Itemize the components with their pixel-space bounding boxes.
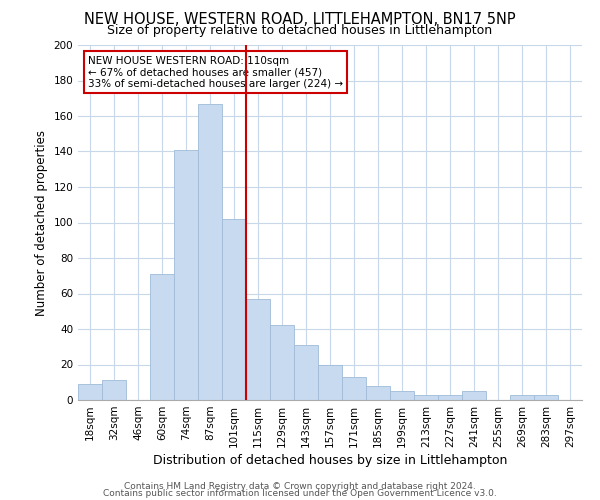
Bar: [78, 384, 102, 400]
X-axis label: Distribution of detached houses by size in Littlehampton: Distribution of detached houses by size …: [153, 454, 507, 467]
Bar: [150, 274, 174, 400]
Bar: [342, 377, 366, 400]
Bar: [534, 394, 558, 400]
Text: Contains HM Land Registry data © Crown copyright and database right 2024.: Contains HM Land Registry data © Crown c…: [124, 482, 476, 491]
Bar: [414, 394, 438, 400]
Bar: [198, 104, 222, 400]
Bar: [438, 394, 462, 400]
Text: NEW HOUSE, WESTERN ROAD, LITTLEHAMPTON, BN17 5NP: NEW HOUSE, WESTERN ROAD, LITTLEHAMPTON, …: [84, 12, 516, 26]
Text: NEW HOUSE WESTERN ROAD: 110sqm
← 67% of detached houses are smaller (457)
33% of: NEW HOUSE WESTERN ROAD: 110sqm ← 67% of …: [88, 56, 343, 89]
Bar: [270, 326, 294, 400]
Bar: [390, 391, 414, 400]
Y-axis label: Number of detached properties: Number of detached properties: [35, 130, 48, 316]
Bar: [174, 150, 198, 400]
Bar: [510, 394, 534, 400]
Bar: [102, 380, 126, 400]
Bar: [462, 391, 486, 400]
Bar: [294, 345, 318, 400]
Text: Size of property relative to detached houses in Littlehampton: Size of property relative to detached ho…: [107, 24, 493, 37]
Bar: [318, 364, 342, 400]
Bar: [246, 299, 270, 400]
Text: Contains public sector information licensed under the Open Government Licence v3: Contains public sector information licen…: [103, 489, 497, 498]
Bar: [222, 219, 246, 400]
Bar: [366, 386, 390, 400]
